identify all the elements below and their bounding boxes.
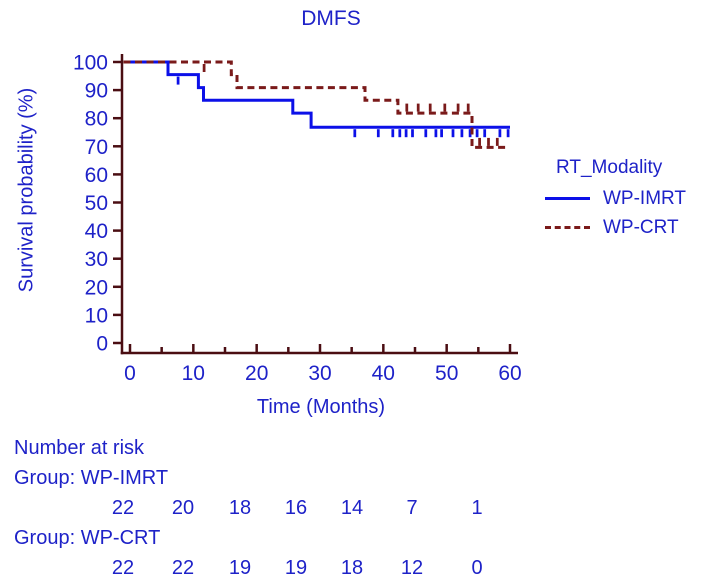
axis-tick-labels: 0 10 20 30 40 50 60 70 80 90 100 0 10 20 30 40 50 60 [73, 52, 522, 386]
x-tick-label: 40 [372, 362, 395, 385]
risk-count: 18 [228, 497, 252, 519]
x-tick-label: 0 [124, 362, 136, 385]
legend-item-wp-imrt: WP-IMRT [545, 184, 686, 213]
y-tick-label: 30 [85, 248, 108, 271]
censor-marks-wp-crt [202, 64, 499, 146]
risk-count: 19 [228, 557, 252, 579]
legend-item-label: WP-CRT [603, 216, 679, 238]
x-axis-label: Time (Months) [256, 396, 386, 418]
risk-group-label-imrt: Group: WP-IMRT [14, 467, 169, 489]
risk-count: 20 [171, 497, 195, 519]
y-tick-label: 40 [85, 220, 108, 243]
x-tick-label: 60 [498, 362, 521, 385]
legend-title: RT_Modality [556, 157, 663, 178]
chart-title: DMFS [301, 7, 361, 30]
x-tick-label: 30 [308, 362, 331, 385]
y-tick-label: 70 [85, 136, 108, 159]
risk-count: 1 [471, 497, 483, 519]
censor-marks-wp-imrt [176, 76, 510, 138]
risk-group-label-crt: Group: WP-CRT [14, 527, 161, 549]
legend-item-wp-crt: WP-CRT [545, 213, 686, 242]
x-tick-label: 20 [245, 362, 268, 385]
legend-item-label: WP-IMRT [603, 187, 687, 209]
risk-count: 0 [471, 557, 483, 579]
risk-count: 14 [340, 497, 364, 519]
risk-count: 18 [340, 557, 364, 579]
risk-count: 22 [171, 557, 195, 579]
dashed-line-swatch [545, 226, 590, 229]
series-curve-wp-crt [123, 60, 508, 149]
risk-count: 22 [111, 497, 135, 519]
legend: RT_Modality WP-IMRT WP-CRT [545, 157, 686, 242]
risk-count: 16 [284, 497, 308, 519]
risk-count: 7 [406, 497, 418, 519]
x-tick-label: 50 [435, 362, 458, 385]
series-curve-wp-imrt [123, 60, 510, 129]
risk-count: 12 [400, 557, 424, 579]
y-axis-label: Survival probability (%) [15, 87, 38, 293]
solid-line-swatch [545, 197, 590, 200]
y-tick-label: 100 [73, 52, 108, 75]
y-tick-label: 60 [85, 164, 108, 187]
risk-table-header: Number at risk [14, 437, 145, 459]
x-tick-label: 10 [182, 362, 205, 385]
y-tick-label: 90 [85, 80, 108, 103]
km-plot-canvas: 0 10 20 30 40 50 60 70 80 90 100 0 10 20 30 40 50 60 [73, 52, 522, 386]
y-tick-label: 10 [85, 304, 108, 327]
y-tick-label: 80 [85, 108, 108, 131]
y-tick-label: 20 [85, 276, 108, 299]
risk-count: 19 [284, 557, 308, 579]
y-tick-label: 0 [96, 333, 108, 356]
axis-lines [113, 54, 518, 355]
y-tick-label: 50 [85, 192, 108, 215]
risk-count: 22 [111, 557, 135, 579]
